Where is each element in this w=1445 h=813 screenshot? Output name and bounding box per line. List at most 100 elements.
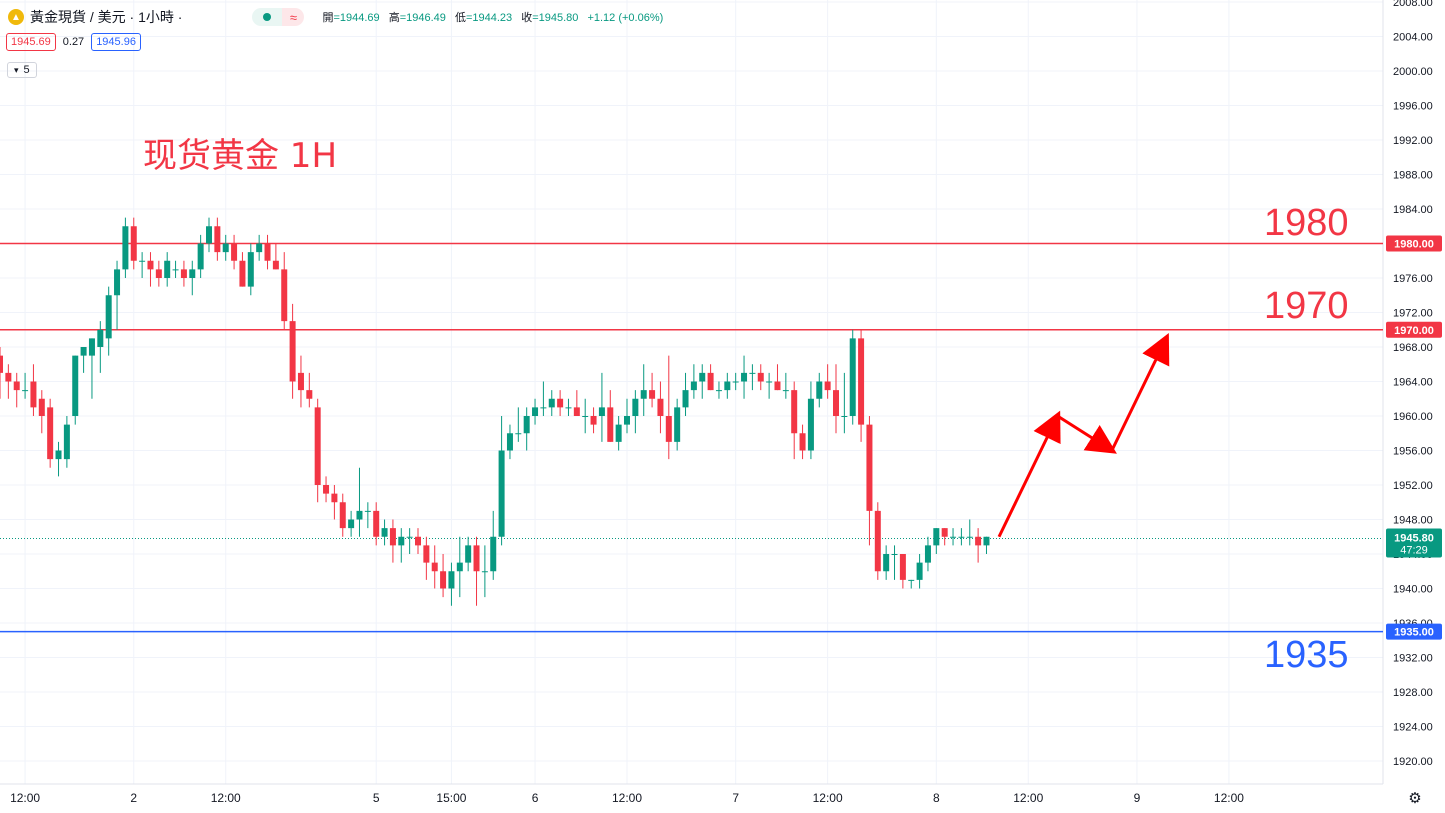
candle-up	[122, 226, 129, 270]
x-tick-label: 5	[373, 791, 380, 805]
symbol-title[interactable]: 黃金現貨 / 美元 · 1小時 ·	[30, 9, 183, 25]
candle-up	[782, 390, 789, 392]
x-tick-label: 9	[1134, 791, 1141, 805]
low-value: =1944.23	[465, 12, 513, 24]
candle-up	[715, 390, 722, 392]
market-status-pill[interactable]: ≈	[252, 8, 305, 26]
candle-down	[214, 226, 221, 253]
candle-down	[47, 407, 54, 460]
projection-arrow[interactable]	[997, 410, 1061, 538]
x-tick-label: 12:00	[1013, 791, 1043, 805]
candle-up	[732, 381, 739, 383]
ask-button[interactable]: 1945.96	[91, 33, 141, 51]
x-tick-label: 12:00	[612, 791, 642, 805]
candle-down	[757, 372, 764, 382]
level-axis-label: 1935.00	[1394, 627, 1434, 639]
candle-down	[833, 390, 839, 416]
candle-up	[206, 226, 212, 244]
candle-down	[774, 381, 781, 391]
candle-up	[481, 571, 488, 573]
candle-down	[557, 398, 564, 408]
candle-down	[264, 243, 271, 261]
candle-down	[657, 398, 664, 416]
candle-up	[465, 545, 472, 563]
market-open-dot-icon	[252, 8, 283, 26]
low-label: 低	[454, 12, 466, 24]
level-label-1935: 1935	[1264, 634, 1349, 676]
y-tick-label: 1920.00	[1393, 756, 1433, 768]
candle-down	[297, 372, 304, 391]
candle-up	[849, 338, 856, 416]
candle-down	[665, 416, 672, 442]
candle-up	[55, 450, 62, 460]
y-tick-label: 1968.00	[1393, 342, 1433, 354]
candle-up	[381, 528, 388, 537]
y-tick-label: 1960.00	[1393, 411, 1433, 423]
x-tick-label: 12:00	[813, 791, 843, 805]
candle-down	[314, 407, 321, 485]
candle-up	[741, 372, 748, 382]
candle-up	[80, 347, 87, 356]
level-label-1970: 1970	[1264, 285, 1349, 327]
candle-up	[916, 562, 923, 580]
candle-down	[155, 269, 162, 278]
candle-down	[231, 243, 238, 261]
y-tick-label: 1924.00	[1393, 722, 1433, 734]
candle-down	[30, 381, 37, 408]
projection-arrow[interactable]	[1056, 414, 1117, 454]
settings-gear-icon[interactable]: ⚙	[1408, 790, 1422, 807]
y-tick-label: 2008.00	[1393, 0, 1433, 9]
candle-up	[933, 528, 940, 546]
candle-down	[941, 528, 948, 537]
bid-button[interactable]: 1945.69	[6, 33, 56, 51]
x-tick-label: 12:00	[211, 791, 241, 805]
candle-up	[164, 260, 171, 278]
candle-up	[348, 519, 355, 529]
candle-down	[874, 510, 881, 572]
chart-header: ▲ 黃金現貨 / 美元 · 1小時 · ≈ 開=1944.69 高=1946.4…	[0, 0, 1380, 78]
x-tick-label: 12:00	[10, 791, 40, 805]
candle-up	[22, 390, 29, 392]
candle-up	[490, 536, 497, 572]
y-tick-label: 1984.00	[1393, 204, 1433, 216]
projection-arrow[interactable]	[1110, 332, 1170, 452]
candle-up	[807, 398, 814, 451]
indicators-toggle-button[interactable]: ▾ 5	[7, 62, 37, 78]
close-label: 收	[521, 12, 533, 24]
bar-countdown-label: 47:29	[1400, 544, 1428, 556]
candle-down	[440, 571, 447, 589]
candle-up	[908, 579, 915, 581]
y-tick-label: 1996.00	[1393, 101, 1433, 113]
x-tick-label: 7	[732, 791, 739, 805]
y-tick-label: 1988.00	[1393, 170, 1433, 182]
candle-down	[607, 407, 614, 442]
chart-annotation-title: 现货黄金 1H	[143, 136, 338, 176]
candle-up	[674, 407, 681, 442]
candle-up	[924, 545, 931, 563]
candle-down	[147, 260, 154, 270]
candle-down	[239, 260, 246, 287]
candle-down	[824, 381, 831, 391]
level-axis-badge	[1386, 235, 1442, 252]
y-tick-label: 1952.00	[1393, 480, 1433, 492]
x-tick-label: 6	[532, 791, 539, 805]
candle-up	[448, 571, 455, 589]
candle-down	[431, 562, 438, 572]
candle-up	[640, 390, 647, 399]
candle-down	[272, 260, 279, 270]
close-value: =1945.80	[532, 12, 579, 24]
ohlc-readout: 開=1944.69 高=1946.49 低=1944.23 收=1945.80 …	[322, 9, 663, 25]
candle-up	[548, 398, 555, 408]
candle-up	[582, 416, 589, 417]
candle-up	[506, 433, 513, 451]
candle-up	[540, 407, 547, 409]
x-tick-label: 15:00	[436, 791, 466, 805]
candle-down	[858, 338, 865, 425]
y-tick-label: 2000.00	[1393, 66, 1433, 78]
candle-down	[0, 355, 3, 373]
high-label: 高	[388, 12, 400, 24]
high-value: =1946.49	[399, 12, 446, 24]
candle-up	[532, 407, 539, 416]
candle-up	[891, 554, 898, 555]
